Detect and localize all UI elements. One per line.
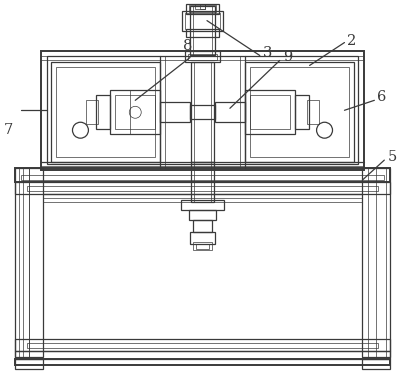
- Bar: [362, 359, 390, 369]
- Bar: [189, 5, 216, 12]
- Bar: [40, 50, 364, 170]
- Bar: [185, 50, 220, 62]
- Bar: [47, 56, 358, 164]
- Bar: [181, 200, 224, 210]
- Bar: [191, 162, 214, 202]
- Bar: [191, 62, 214, 162]
- Bar: [193, 242, 212, 250]
- Bar: [189, 210, 216, 220]
- Bar: [15, 168, 43, 358]
- Bar: [376, 168, 386, 358]
- Bar: [190, 105, 215, 119]
- Bar: [15, 359, 43, 369]
- Bar: [21, 175, 384, 180]
- Text: 2: 2: [347, 34, 357, 47]
- Bar: [15, 168, 390, 182]
- Bar: [19, 168, 29, 358]
- Bar: [190, 232, 215, 244]
- Bar: [185, 13, 220, 28]
- Bar: [195, 4, 205, 9]
- Bar: [186, 4, 219, 13]
- Bar: [307, 100, 319, 124]
- Bar: [51, 62, 160, 162]
- Bar: [115, 95, 155, 129]
- Bar: [15, 352, 390, 359]
- Bar: [23, 168, 29, 358]
- Bar: [186, 28, 219, 37]
- Bar: [27, 186, 378, 191]
- Text: 9: 9: [283, 50, 292, 64]
- Bar: [200, 4, 205, 9]
- Bar: [15, 182, 390, 194]
- Bar: [182, 10, 223, 31]
- Bar: [362, 168, 369, 358]
- Bar: [15, 340, 390, 352]
- Bar: [110, 91, 160, 134]
- Bar: [188, 55, 217, 61]
- Bar: [196, 244, 209, 249]
- Text: 3: 3: [263, 46, 272, 59]
- Bar: [245, 91, 295, 134]
- Text: 5: 5: [387, 150, 396, 164]
- Text: 7: 7: [4, 123, 13, 137]
- Bar: [250, 95, 290, 129]
- Bar: [215, 102, 245, 122]
- Bar: [86, 100, 98, 124]
- Bar: [250, 67, 350, 157]
- Bar: [160, 102, 190, 122]
- Bar: [193, 6, 212, 55]
- Bar: [194, 162, 211, 202]
- Bar: [96, 95, 110, 129]
- Text: 6: 6: [377, 91, 387, 104]
- Bar: [55, 67, 155, 157]
- Bar: [245, 62, 354, 162]
- Bar: [193, 220, 212, 232]
- Bar: [27, 343, 378, 349]
- Bar: [194, 62, 211, 162]
- Bar: [190, 6, 215, 55]
- Bar: [362, 168, 390, 358]
- Bar: [295, 95, 309, 129]
- Bar: [15, 359, 390, 365]
- Text: 8: 8: [183, 40, 193, 53]
